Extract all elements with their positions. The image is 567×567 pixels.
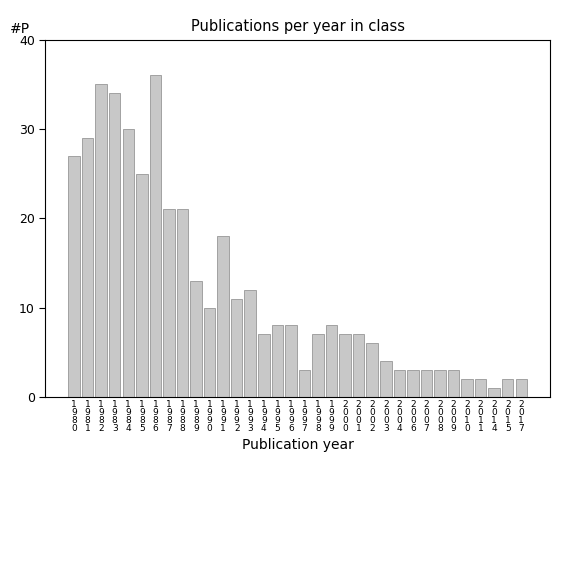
Bar (434, 370, 446, 397)
Bar (68, 156, 80, 397)
Bar (421, 370, 432, 397)
Bar (109, 93, 120, 397)
Bar (462, 379, 473, 397)
Bar (515, 379, 527, 397)
Bar (407, 370, 418, 397)
Bar (339, 335, 351, 397)
Bar (312, 335, 324, 397)
Bar (272, 325, 283, 397)
Bar (177, 209, 188, 397)
Bar (204, 308, 215, 397)
Bar (150, 75, 161, 397)
Bar (122, 129, 134, 397)
Bar (475, 379, 486, 397)
Bar (217, 236, 229, 397)
Bar (448, 370, 459, 397)
Title: Publications per year in class: Publications per year in class (191, 19, 405, 35)
Bar (353, 335, 365, 397)
Bar (366, 344, 378, 397)
Bar (191, 281, 202, 397)
Bar (393, 370, 405, 397)
Bar (231, 299, 243, 397)
Bar (95, 84, 107, 397)
Bar (502, 379, 514, 397)
X-axis label: Publication year: Publication year (242, 438, 354, 452)
Bar (488, 388, 500, 397)
Bar (380, 361, 392, 397)
Bar (285, 325, 297, 397)
Bar (244, 290, 256, 397)
Bar (82, 138, 94, 397)
Bar (326, 325, 337, 397)
Bar (136, 174, 147, 397)
Bar (258, 335, 269, 397)
Bar (163, 209, 175, 397)
Text: #P: #P (10, 22, 30, 36)
Bar (299, 370, 310, 397)
